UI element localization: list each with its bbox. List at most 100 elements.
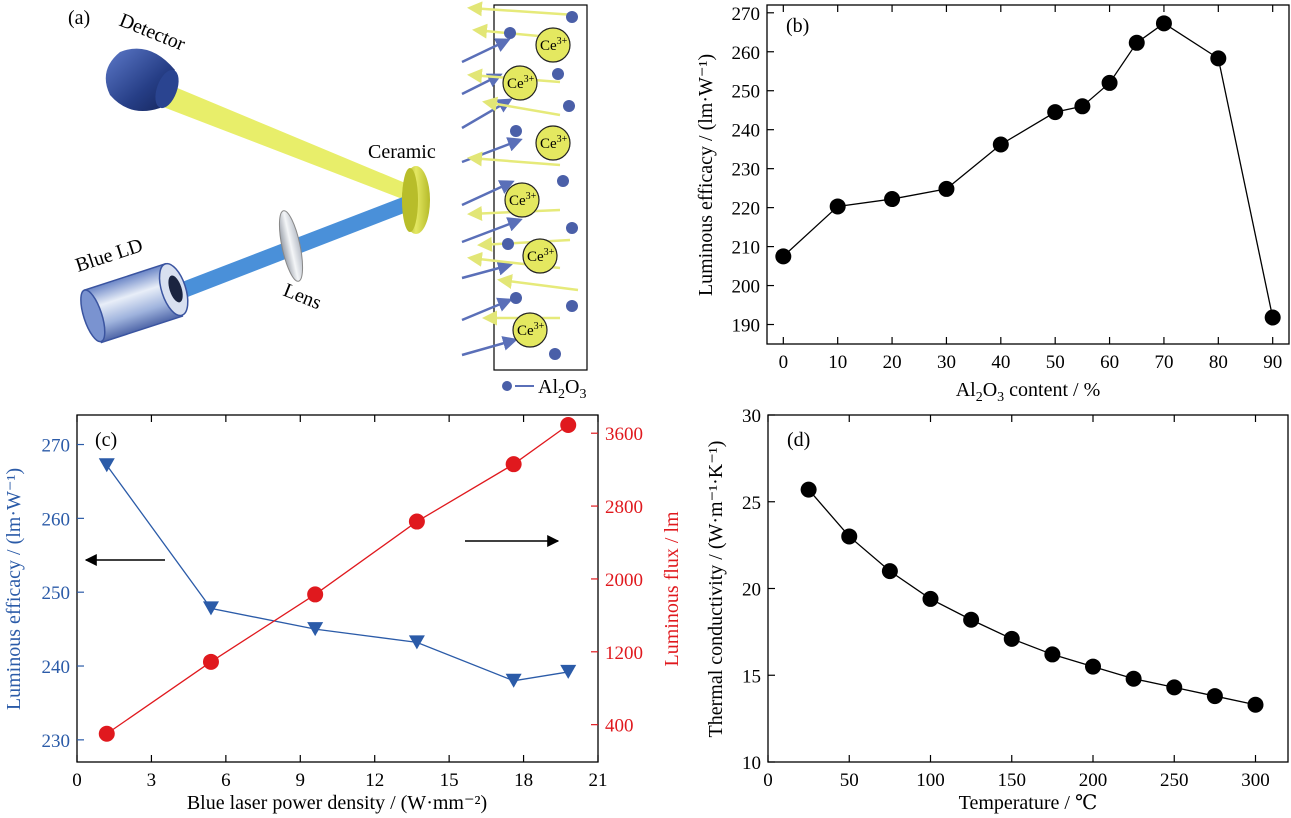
chart-d-point <box>841 528 858 545</box>
chart-b-x-tick-label: 20 <box>883 352 902 373</box>
chart-d-point <box>1125 670 1142 687</box>
chart-d-point <box>1044 646 1061 663</box>
ceramic-icon <box>402 166 430 234</box>
chart-d-point <box>881 563 898 580</box>
chart-b-x-tick-label: 90 <box>1263 352 1282 373</box>
chart-d-point <box>922 590 939 607</box>
chart-c-right-y-ticks: 400 1200 2000 2800 3600 <box>591 424 643 737</box>
chart-b-y-tick-label: 260 <box>732 43 761 64</box>
chart-c-flux-line <box>106 424 569 735</box>
chart-c-x-tick-label: 18 <box>514 770 533 791</box>
chart-c-efficacy-point <box>307 622 324 637</box>
chart-d-y-label: Thermal conductivity / (W·m⁻¹·K⁻¹) <box>705 441 727 738</box>
yellow-beam <box>158 82 418 205</box>
chart-c-frame <box>76 414 599 763</box>
chart-c-flux-point <box>505 456 522 473</box>
chart-b-point <box>992 136 1009 153</box>
chart-b-x-tick-label: 30 <box>937 352 956 373</box>
chart-b-y-tick-label: 190 <box>732 316 761 337</box>
chart-b-point <box>775 248 792 265</box>
chart-b-y-tick-label: 230 <box>732 160 761 181</box>
chart-d-y-tick-label: 20 <box>742 580 761 601</box>
chart-d-point <box>1003 630 1020 647</box>
chart-d-x-tick-label: 150 <box>998 770 1027 791</box>
panel-b: (b) 0 10 20 30 40 50 60 70 80 90 190 200 210 220 230 2… <box>695 4 1290 405</box>
chart-d-panel-letter: (d) <box>787 429 810 451</box>
chart-c-series <box>98 417 577 742</box>
chart-b-point <box>1155 15 1172 32</box>
chart-b-x-label: Al2O3 content / % <box>956 379 1101 405</box>
excitation-arrow-icon <box>461 260 513 280</box>
chart-d-y-tick-label: 10 <box>742 753 761 774</box>
ce-ion-icon <box>512 312 548 348</box>
chart-c-right-y-tick-label: 1200 <box>605 643 643 664</box>
microstructure-scheme: Ce3+ Ce3+ Ce3+ Ce3+ Ce3+ Ce3+ <box>461 1 579 360</box>
excitation-arrow-icon <box>461 336 518 357</box>
chart-c-efficacy-point <box>408 635 425 650</box>
al2o3-particle-icon <box>557 175 569 187</box>
chart-c-x-tick-label: 0 <box>72 770 82 791</box>
chart-c-x-tick-label: 12 <box>365 770 384 791</box>
excitation-arrow-icon <box>461 297 513 322</box>
chart-b-x-tick-label: 80 <box>1209 352 1228 373</box>
chart-d-point <box>800 481 817 498</box>
chart-b-y-tick-label: 200 <box>732 277 761 298</box>
chart-c-x-tick-label: 6 <box>221 770 231 791</box>
emission-arrow-icon <box>467 151 561 167</box>
chart-c-left-y-tick-label: 240 <box>42 657 71 678</box>
chart-b-x-tick-label: 50 <box>1046 352 1065 373</box>
chart-d-x-tick-label: 50 <box>840 770 859 791</box>
chart-c-x-tick-label: 9 <box>296 770 306 791</box>
chart-c-left-y-tick-label: 250 <box>42 583 71 604</box>
chart-c-left-y-label: Luminous efficacy / (lm·W⁻¹) <box>3 468 25 710</box>
ce-ion-label: Ce3+ <box>540 134 568 152</box>
ce-ion-icon <box>502 65 538 101</box>
chart-d-series <box>800 481 1264 713</box>
chart-d-frame <box>767 414 1289 763</box>
chart-b-y-tick-label: 250 <box>732 82 761 103</box>
blue-ld-icon <box>80 262 189 344</box>
panel-c: (c) 0 3 6 9 12 15 18 21 230 240 250 260 270 400 1200… <box>3 414 683 814</box>
ce-ion-label: Ce3+ <box>540 36 568 54</box>
emission-arrow-icon <box>482 96 561 117</box>
chart-b-x-tick-label: 10 <box>828 352 847 373</box>
ce-ion-label: Ce3+ <box>509 191 537 209</box>
ce-ion-label: Ce3+ <box>517 321 545 339</box>
al2o3-dot-icon <box>502 381 512 391</box>
excitation-arrow-icon <box>461 73 503 96</box>
chart-c-flux-point <box>408 513 425 530</box>
panel-a-letter: (a) <box>68 7 90 29</box>
chart-c-flux-point <box>307 586 324 603</box>
chart-d-x-tick-label: 250 <box>1160 770 1189 791</box>
emission-arrow-icon <box>497 274 579 292</box>
chart-c-efficacy-point <box>505 673 522 688</box>
chart-c-right-y-tick-label: 3600 <box>605 424 643 445</box>
chart-b-x-tick-label: 60 <box>1100 352 1119 373</box>
chart-c-flux-point <box>560 417 577 434</box>
chart-b-series <box>775 15 1281 326</box>
chart-b-x-tick-label: 40 <box>991 352 1010 373</box>
al2o3-legend-label: Al2O3 <box>538 376 586 402</box>
chart-c-x-tick-label: 15 <box>440 770 459 791</box>
chart-c-left-y-tick-label: 260 <box>42 509 71 530</box>
chart-b-x-tick-label: 0 <box>779 352 789 373</box>
chart-b-y-label: Luminous efficacy / (lm·W⁻¹) <box>695 54 717 296</box>
chart-d-x-tick-label: 100 <box>916 770 945 791</box>
chart-c-x-tick-label: 3 <box>147 770 157 791</box>
ce-ion-icon <box>535 125 571 161</box>
chart-c-right-y-tick-label: 2000 <box>605 570 643 591</box>
al2o3-particle-icon <box>510 292 522 304</box>
chart-d-x-tick-label: 0 <box>763 770 773 791</box>
chart-d-x-tick-label: 300 <box>1241 770 1270 791</box>
chart-b-point <box>1047 104 1064 121</box>
chart-c-right-y-tick-label: 400 <box>605 716 634 737</box>
detector-icon <box>105 48 179 112</box>
al2o3-particle-icon <box>552 68 564 80</box>
chart-b-y-tick-label: 210 <box>732 238 761 259</box>
chart-c-left-y-ticks: 230 240 250 260 270 <box>42 436 84 752</box>
al2o3-particle-icon <box>566 300 578 312</box>
chart-d-point <box>1247 696 1264 713</box>
chart-b-y-tick-label: 270 <box>732 4 761 25</box>
chart-c-right-y-label: Luminous flux / lm <box>661 511 683 666</box>
chart-d-point <box>1166 679 1183 696</box>
